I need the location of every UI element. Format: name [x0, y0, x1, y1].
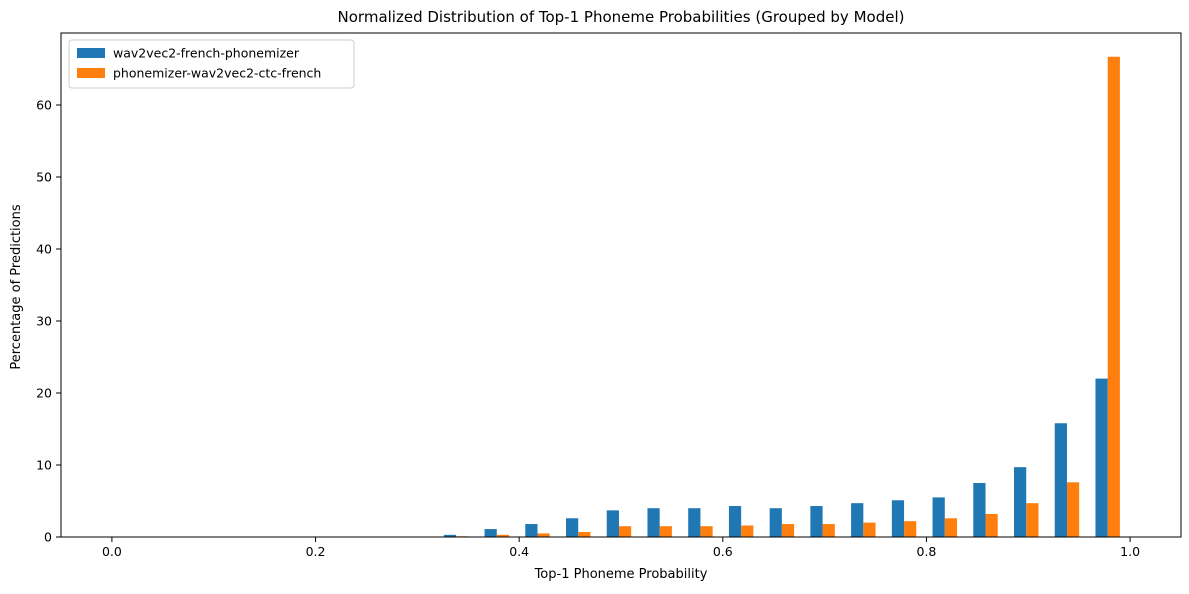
bar-series-1-bin-13 [932, 497, 945, 537]
bar-series-1-bin-3 [525, 524, 538, 537]
x-tick-label-3: 0.4 [509, 544, 529, 559]
y-tick-label-1: 0 [44, 530, 52, 545]
y-axis-label: Percentage of Predictions [9, 204, 24, 370]
legend-label-2: phonemizer-wav2vec2-ctc-french [113, 66, 321, 81]
y-tick-label-6: 50 [36, 170, 52, 185]
legend: wav2vec2-french-phonemizer phonemizer-wav… [68, 39, 355, 89]
bar-series-1-bin-17 [1095, 378, 1108, 537]
bar-series-2-bin-9 [781, 524, 795, 537]
bar-series-1-bin-9 [769, 508, 782, 537]
bar-series-1-bin-8 [728, 506, 742, 537]
bar-series-2-bin-5 [618, 526, 632, 537]
bar-series-1-bin-5 [606, 510, 619, 537]
bar-series-2-bin-17 [1107, 56, 1120, 537]
plot-frame [60, 32, 1182, 538]
bar-series-2-bin-14 [985, 513, 998, 537]
y-tick-label-5: 40 [36, 242, 52, 257]
bar-series-2-bin-10 [822, 524, 835, 537]
legend-box [68, 39, 355, 89]
ticks-group: 0.0 0.2 0.4 0.6 0.8 1.0 0 10 20 30 40 50 60 [36, 98, 1140, 560]
bar-series-1-bin-16 [1054, 423, 1067, 537]
bar-series-1-bin-7 [688, 508, 701, 537]
x-tick-label-6: 1.0 [1120, 544, 1140, 559]
legend-swatch-2 [77, 68, 105, 78]
bar-series-1-bin-15 [1014, 467, 1027, 537]
y-tick-label-4: 30 [36, 314, 52, 329]
x-axis-label: Top-1 Phoneme Probability [534, 567, 708, 582]
bar-series-2-bin-3 [537, 533, 550, 537]
bar-series-2-bin-15 [1026, 503, 1039, 537]
x-tick-label-5: 0.8 [917, 544, 937, 559]
bar-series-2-bin-11 [863, 522, 876, 537]
bar-series-2-bin-8 [741, 525, 754, 537]
bars-group [443, 56, 1120, 537]
legend-swatch-1 [77, 48, 105, 58]
bar-series-1-bin-4 [566, 518, 579, 537]
bar-series-2-bin-2 [496, 534, 509, 537]
bar-series-2-bin-16 [1066, 482, 1080, 537]
bar-series-1-bin-14 [973, 483, 986, 537]
bar-series-1-bin-1 [443, 534, 457, 537]
bar-series-1-bin-6 [647, 508, 660, 537]
bar-series-1-bin-11 [851, 503, 864, 537]
x-tick-label-2: 0.2 [306, 544, 326, 559]
bar-series-1-bin-2 [484, 529, 497, 537]
bar-series-2-bin-12 [904, 521, 917, 537]
bar-series-1-bin-12 [891, 500, 905, 537]
bar-series-2-bin-13 [944, 518, 957, 537]
legend-label-1: wav2vec2-french-phonemizer [113, 46, 300, 61]
bar-series-2-bin-7 [700, 526, 713, 537]
bar-series-2-bin-6 [659, 526, 672, 537]
y-tick-label-2: 10 [36, 458, 52, 473]
bar-series-1-bin-10 [810, 506, 823, 537]
bar-series-2-bin-4 [578, 531, 591, 537]
y-tick-label-3: 20 [36, 386, 52, 401]
x-tick-label-1: 0.0 [102, 544, 122, 559]
y-tick-label-7: 60 [36, 98, 52, 113]
chart-title: Normalized Distribution of Top-1 Phoneme… [338, 8, 905, 26]
x-tick-label-4: 0.6 [713, 544, 733, 559]
